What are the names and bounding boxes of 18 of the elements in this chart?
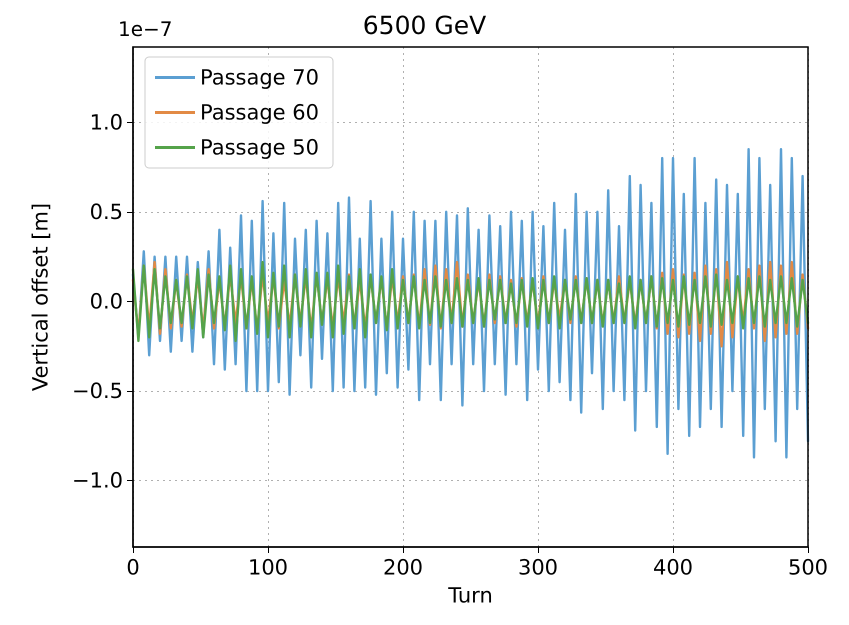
legend-label: Passage 60 bbox=[200, 100, 319, 124]
legend-label: Passage 70 bbox=[200, 66, 319, 90]
x-tick-label: 0 bbox=[126, 556, 140, 580]
y-tick-label: 0.5 bbox=[90, 200, 123, 224]
x-tick-label: 300 bbox=[518, 556, 558, 580]
y-tick-label: 0.0 bbox=[90, 289, 123, 314]
y-tick-label: −0.5 bbox=[72, 379, 123, 404]
legend-label: Passage 50 bbox=[200, 136, 319, 160]
y-tick-label: 1.0 bbox=[90, 110, 123, 134]
chart-title: 6500 GeV bbox=[362, 11, 486, 40]
text: 1e−7 bbox=[118, 17, 173, 41]
x-tick-label: 200 bbox=[382, 556, 424, 580]
x-tick-label: 400 bbox=[652, 556, 694, 580]
x-tick-label: 100 bbox=[248, 556, 288, 580]
y-axis-title: Vertical offset [m] bbox=[28, 202, 52, 392]
x-tick-label: 500 bbox=[788, 556, 828, 580]
x-axis-title: Turn bbox=[447, 584, 493, 608]
y-tick-label: −1.0 bbox=[72, 468, 123, 493]
